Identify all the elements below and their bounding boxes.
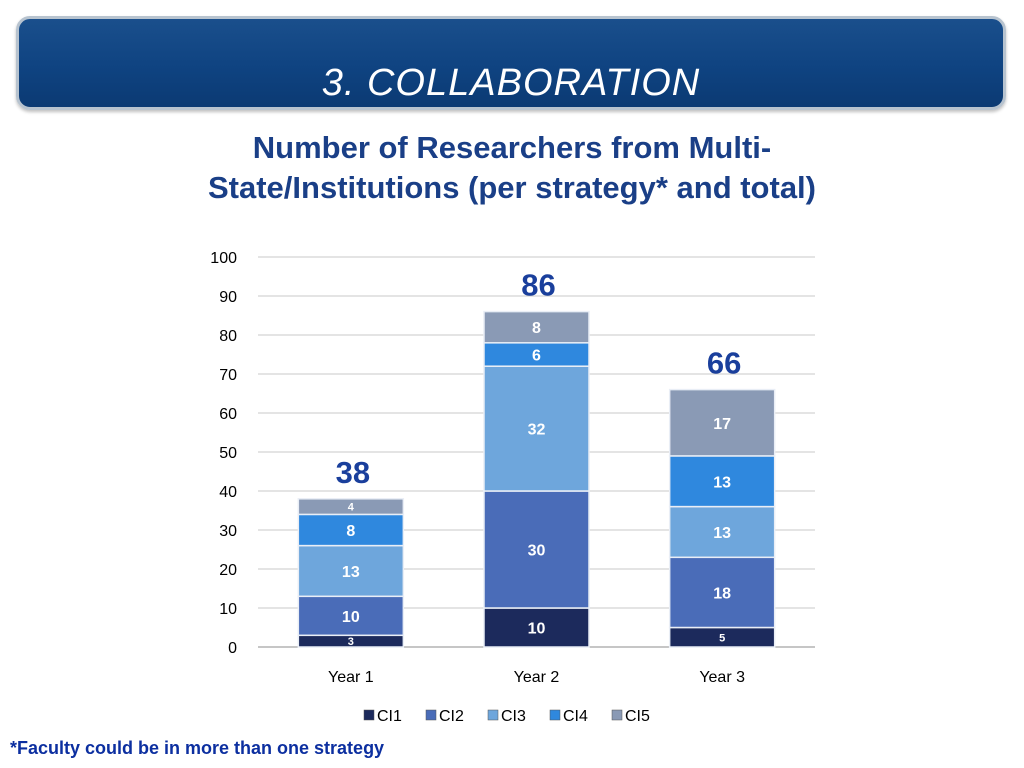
chart-title: Number of Researchers from Multi- State/… xyxy=(60,128,964,208)
legend-label: CI4 xyxy=(563,708,588,725)
data-label: 5 xyxy=(719,632,725,644)
bar-segment xyxy=(483,490,590,609)
legend-swatch xyxy=(425,709,437,721)
legend-swatch xyxy=(549,709,561,721)
data-label: 4 xyxy=(348,502,355,514)
y-tick-label: 70 xyxy=(219,367,237,384)
chart-title-line-2: State/Institutions (per strategy* and to… xyxy=(207,170,816,205)
data-label: 30 xyxy=(528,543,546,560)
bar-segment xyxy=(668,556,776,629)
y-tick-label: 60 xyxy=(219,406,237,423)
data-label: 10 xyxy=(528,621,546,638)
bar-segment xyxy=(668,505,776,559)
slide-title: 3. COLLABORATION xyxy=(321,62,701,104)
bar-segment xyxy=(668,455,776,508)
data-label: 13 xyxy=(342,564,360,581)
data-label: 8 xyxy=(532,320,541,337)
legend-label: CI5 xyxy=(625,708,650,725)
legend-swatch xyxy=(611,709,623,721)
data-label: 8 xyxy=(346,523,355,540)
legend-label: CI2 xyxy=(439,708,464,725)
bar-segment xyxy=(668,388,776,457)
bar-segment xyxy=(297,513,405,547)
data-label: 13 xyxy=(713,474,731,491)
y-tick-label: 40 xyxy=(219,484,237,501)
data-label: 17 xyxy=(713,416,731,433)
x-tick-label: Year 1 xyxy=(328,669,374,686)
y-tick-label: 20 xyxy=(219,562,237,579)
y-tick-label: 10 xyxy=(219,601,237,618)
y-tick-label: 0 xyxy=(228,640,237,657)
total-label: 38 xyxy=(336,455,370,490)
y-tick-label: 80 xyxy=(219,328,237,345)
bar-segment xyxy=(297,498,405,516)
bar-segment xyxy=(297,595,405,637)
total-label: 66 xyxy=(707,346,741,381)
legend-swatch xyxy=(487,709,499,721)
title-banner: 3. COLLABORATION xyxy=(16,16,1006,110)
bar-segment xyxy=(483,310,590,344)
x-tick-label: Year 2 xyxy=(514,669,560,686)
x-tick-label: Year 3 xyxy=(699,669,745,686)
y-tick-label: 90 xyxy=(219,289,237,306)
legend-swatch xyxy=(363,709,375,721)
y-tick-label: 30 xyxy=(219,523,237,540)
data-label: 10 xyxy=(342,609,360,626)
bar-segment xyxy=(483,365,590,492)
total-label: 86 xyxy=(521,268,555,303)
footnote: *Faculty could be in more than one strat… xyxy=(10,738,385,758)
data-label: 3 xyxy=(348,636,354,648)
y-tick-label: 50 xyxy=(219,445,237,462)
data-label: 13 xyxy=(713,525,731,542)
data-label: 32 xyxy=(528,422,546,439)
data-label: 18 xyxy=(713,585,731,602)
bar-segment xyxy=(297,544,405,598)
legend-label: CI1 xyxy=(377,708,402,725)
data-label: 6 xyxy=(532,348,541,365)
chart-title-line-1: Number of Researchers from Multi- xyxy=(252,130,772,165)
y-tick-label: 100 xyxy=(210,250,237,267)
legend-label: CI3 xyxy=(501,708,526,725)
